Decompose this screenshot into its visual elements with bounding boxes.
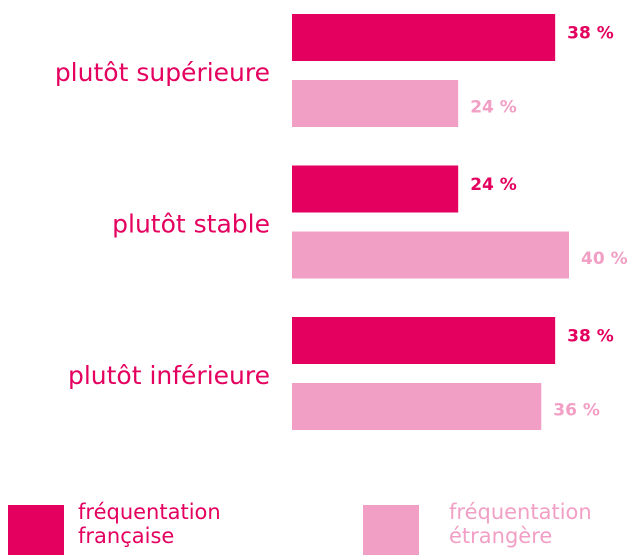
legend-swatch: [8, 505, 64, 555]
legend-item: fréquentation française: [8, 500, 258, 555]
value-label: 38 %: [567, 24, 614, 44]
value-label: 38 %: [567, 327, 614, 347]
bar: [292, 231, 569, 279]
value-label: 40 %: [581, 249, 628, 269]
legend-label: fréquentation étrangère: [449, 500, 592, 548]
category-label: plutôt stable: [112, 210, 270, 239]
legend-swatch: [363, 505, 419, 555]
category-label: plutôt inférieure: [68, 361, 270, 390]
value-label: 24 %: [470, 98, 517, 118]
chart: plutôt supérieure 38 % 24 % plutôt stable 24…: [55, 14, 628, 430]
bar: [292, 14, 556, 61]
bar: [292, 383, 542, 430]
legend-label: fréquentation française: [78, 500, 221, 548]
value-label: 36 %: [553, 401, 600, 421]
legend-item: fréquentation étrangère: [363, 500, 619, 555]
category-label: plutôt supérieure: [55, 58, 270, 87]
bar: [292, 80, 459, 127]
bar: [292, 317, 556, 364]
value-label: 24 %: [470, 175, 517, 195]
bar: [292, 165, 459, 213]
